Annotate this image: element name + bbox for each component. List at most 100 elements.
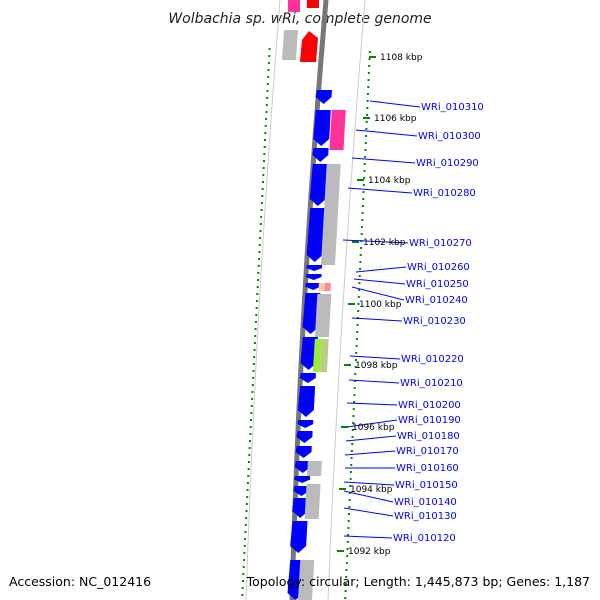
gene-label[interactable]: WRi_010270 <box>409 238 472 249</box>
gene-label[interactable]: WRi_010150 <box>395 480 458 491</box>
gene-label[interactable]: WRi_010210 <box>400 378 463 389</box>
gc-dot <box>365 121 368 123</box>
gene-label[interactable]: WRi_010220 <box>401 354 464 365</box>
gc-dot <box>350 450 353 452</box>
leader-line <box>347 187 413 194</box>
gc-dot <box>357 296 360 298</box>
gc-dot <box>257 279 260 281</box>
gc-dot <box>363 170 366 172</box>
gc-dot <box>254 328 257 330</box>
gc-dot <box>250 405 253 407</box>
gc-dot <box>256 293 259 295</box>
gene-label[interactable]: WRi_010250 <box>406 279 469 290</box>
cds-arrow <box>294 461 311 473</box>
gc-dot <box>255 307 258 309</box>
cds-arrow <box>290 521 308 553</box>
gene-label[interactable]: WRi_010230 <box>403 316 466 327</box>
gc-dot <box>252 370 255 372</box>
scale-tick <box>348 303 355 305</box>
gc-dot <box>354 366 357 368</box>
gc-dot <box>260 202 263 204</box>
gc-dot <box>357 303 360 305</box>
scale-tick <box>337 550 344 552</box>
leader-line <box>343 490 394 503</box>
gene-label[interactable]: WRi_010130 <box>394 511 457 522</box>
gene-label[interactable]: WRi_010290 <box>416 158 479 169</box>
scale-tick <box>341 426 348 428</box>
gc-dot <box>241 587 244 589</box>
gc-dot <box>363 177 366 179</box>
gc-dot <box>256 286 259 288</box>
gene-label[interactable]: WRi_010140 <box>394 497 457 508</box>
gc-dot <box>247 475 250 477</box>
gc-dot <box>258 244 261 246</box>
gc-dot <box>256 300 258 302</box>
gray-feature <box>304 484 321 519</box>
gc-dot <box>358 282 361 284</box>
gc-dot <box>264 139 267 141</box>
gc-dot <box>347 534 350 536</box>
gc-dot <box>242 580 244 582</box>
gc-dot <box>259 230 262 232</box>
gene-label[interactable]: WRi_010190 <box>398 415 461 426</box>
gc-dot <box>356 324 359 326</box>
leader-line <box>345 435 397 442</box>
gc-dot <box>268 48 271 50</box>
gray-feature <box>320 164 341 265</box>
gc-dot <box>261 181 264 183</box>
red-feature <box>300 31 318 62</box>
lime-feature <box>312 339 322 372</box>
gene-label[interactable]: WRi_010300 <box>418 131 481 142</box>
gene-label[interactable]: WRi_010160 <box>396 463 459 474</box>
gc-dot <box>348 506 351 508</box>
gc-dot <box>346 548 349 550</box>
gc-dot <box>345 562 348 564</box>
gc-dot <box>358 289 361 291</box>
gene-label[interactable]: WRi_010180 <box>397 431 460 442</box>
gc-dot <box>254 321 257 323</box>
gc-dot <box>253 349 256 351</box>
gc-dot <box>267 69 270 71</box>
gene-label[interactable]: WRi_010170 <box>396 446 459 457</box>
gc-dot <box>347 520 350 522</box>
gc-dot <box>367 86 370 88</box>
gc-dot <box>349 471 352 473</box>
cds-arrow <box>305 283 322 290</box>
leader-line <box>348 379 400 384</box>
gc-dot <box>244 538 247 540</box>
cds-arrow <box>296 431 313 443</box>
gc-dot <box>354 373 357 375</box>
gc-dot <box>359 254 362 256</box>
gc-dot <box>250 419 253 421</box>
gc-dot <box>267 62 270 64</box>
leader-line <box>355 266 407 273</box>
gc-dot <box>366 100 369 102</box>
gene-label[interactable]: WRi_010280 <box>413 188 476 199</box>
gene-label[interactable]: WRi_010200 <box>398 400 461 411</box>
leader-line <box>343 507 394 517</box>
gc-dot <box>360 226 363 228</box>
inner-ring-outline <box>245 0 281 600</box>
gc-dot <box>354 380 357 382</box>
gc-dot <box>367 79 370 81</box>
gene-label[interactable]: WRi_010310 <box>421 102 484 113</box>
gene-label[interactable]: WRi_010240 <box>405 295 468 306</box>
gc-dot <box>358 275 361 277</box>
gc-dot <box>344 583 347 585</box>
gene-label[interactable]: WRi_010260 <box>407 262 470 273</box>
gc-dot <box>251 391 254 393</box>
gc-dot <box>265 104 268 106</box>
scale-tick <box>369 56 376 58</box>
gc-dot <box>345 569 348 571</box>
cds-arrow <box>312 148 329 162</box>
scale-tick <box>357 179 364 181</box>
scale-label: 1092 kbp <box>348 547 391 557</box>
scale-label: 1108 kbp <box>380 53 423 63</box>
gc-dot <box>248 454 251 456</box>
gene-label[interactable]: WRi_010120 <box>393 533 456 544</box>
gc-dot <box>254 335 257 337</box>
gc-dot <box>251 384 254 386</box>
gc-dot <box>362 191 365 193</box>
gc-dot <box>365 135 368 137</box>
